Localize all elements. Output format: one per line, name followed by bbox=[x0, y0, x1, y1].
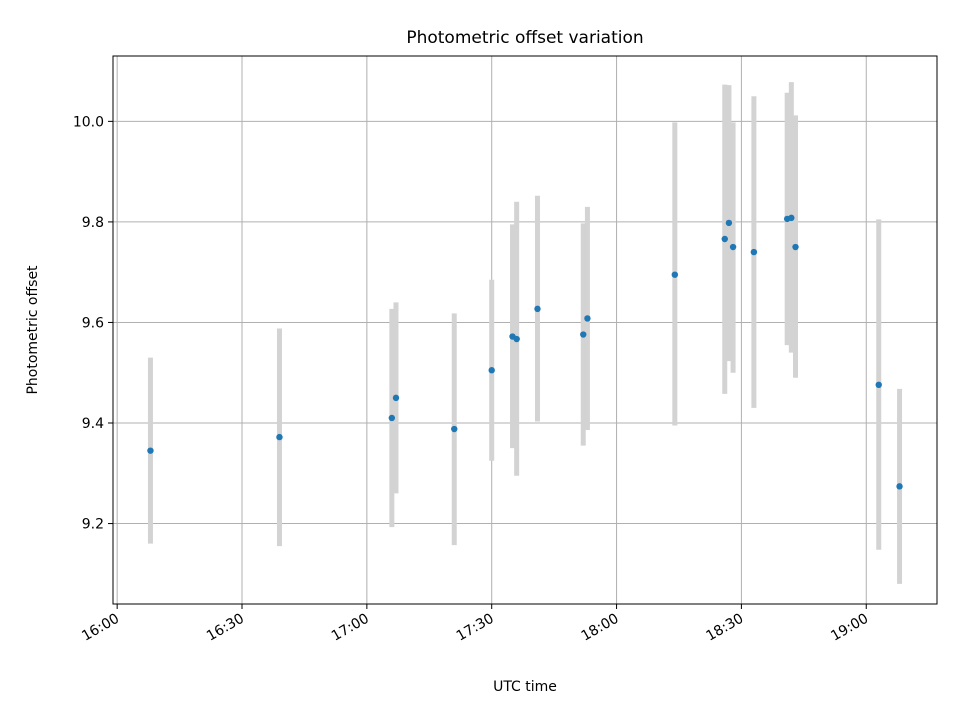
data-point bbox=[729, 243, 737, 251]
data-point bbox=[725, 219, 733, 227]
data-point bbox=[451, 425, 458, 433]
chart-title: Photometric offset variation bbox=[406, 28, 643, 48]
plot-frame bbox=[112, 55, 938, 605]
data-point bbox=[671, 271, 679, 278]
data-point bbox=[513, 335, 520, 343]
x-tick-label: 18:00 bbox=[579, 611, 622, 645]
x-axis-label: UTC time bbox=[493, 679, 557, 695]
data-point bbox=[147, 447, 154, 454]
data-point bbox=[750, 248, 758, 256]
x-tick-label: 17:30 bbox=[454, 611, 497, 645]
data-point bbox=[896, 483, 903, 490]
x-tick-label: 17:00 bbox=[329, 611, 372, 645]
data-point bbox=[721, 235, 728, 243]
data-points bbox=[147, 214, 903, 490]
data-point bbox=[276, 433, 283, 441]
y-axis-label: Photometric offset bbox=[25, 265, 41, 395]
data-point bbox=[392, 394, 400, 402]
data-point bbox=[584, 315, 591, 322]
y-tick-label: 10.0 bbox=[73, 114, 104, 130]
y-tick-label: 9.6 bbox=[82, 315, 104, 331]
y-tick-label: 9.4 bbox=[82, 416, 104, 432]
data-point bbox=[534, 305, 541, 313]
data-point bbox=[388, 414, 396, 422]
y-tick-label: 9.2 bbox=[82, 517, 104, 533]
data-point bbox=[792, 243, 799, 251]
data-point bbox=[580, 331, 587, 338]
data-point bbox=[488, 367, 495, 374]
data-point bbox=[788, 214, 795, 222]
error-bars bbox=[147, 82, 903, 584]
x-axis: 16:00 16:30 17:00 17:30 18:00 18:30 19:00 bbox=[79, 604, 871, 645]
y-tick-label: 9.8 bbox=[82, 215, 104, 231]
x-tick-label: 18:30 bbox=[703, 611, 746, 645]
data-point bbox=[875, 381, 882, 388]
x-tick-label: 19:00 bbox=[828, 611, 871, 645]
x-tick-label: 16:00 bbox=[79, 611, 122, 645]
x-tick-label: 16:30 bbox=[204, 611, 247, 645]
y-axis: 9.2 9.4 9.6 9.8 10.0 bbox=[73, 114, 113, 533]
grid bbox=[113, 56, 937, 604]
